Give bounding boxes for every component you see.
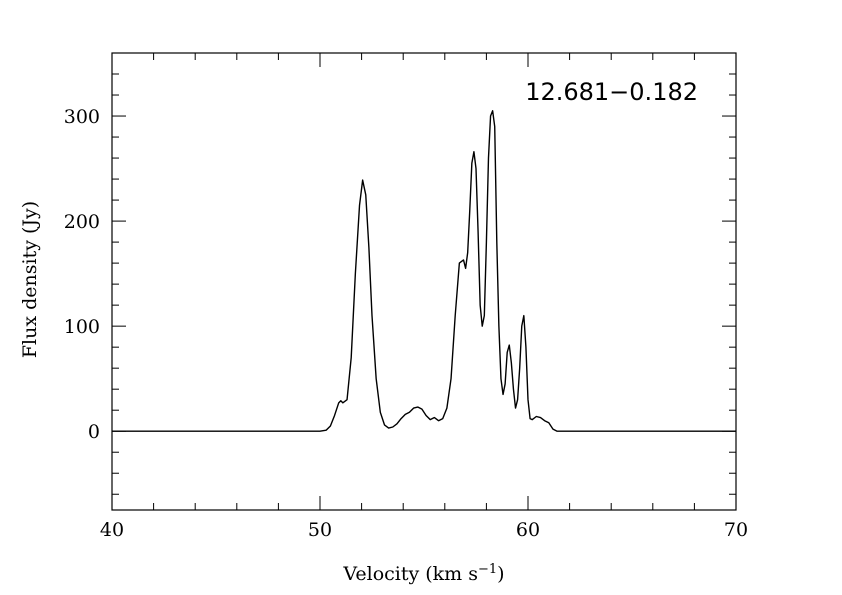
y-tick-label: 100	[64, 316, 100, 338]
x-tick-label: 50	[308, 519, 332, 541]
x-tick-labels: 40 50 60 70	[100, 519, 748, 541]
y-tick-labels: 0 100 200 300	[64, 106, 100, 443]
plot-frame	[111, 52, 737, 511]
y-axis-label: Flux density (Jy)	[19, 201, 41, 358]
spectrum-line	[112, 110, 736, 432]
x-axis-label: Velocity (km s−1)	[342, 562, 504, 586]
y-tick-label: 0	[88, 421, 100, 443]
y-tick-label: 200	[64, 211, 100, 233]
axis-ticks	[111, 52, 737, 510]
x-tick-label: 40	[100, 519, 124, 541]
source-name-annotation: 12.681−0.182	[525, 78, 698, 106]
x-tick-label: 70	[724, 519, 748, 541]
x-tick-label: 60	[516, 519, 540, 541]
y-tick-label: 300	[64, 106, 100, 128]
